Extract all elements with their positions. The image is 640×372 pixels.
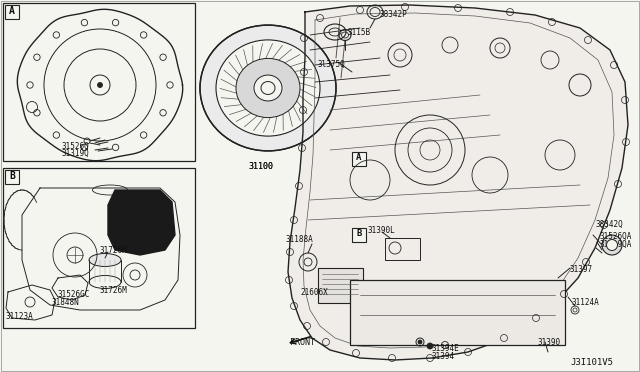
- Text: 31526Q: 31526Q: [62, 142, 90, 151]
- Bar: [318, 268, 363, 303]
- Text: 31390L: 31390L: [368, 226, 396, 235]
- Text: A: A: [356, 153, 362, 162]
- Text: 31726M: 31726M: [100, 286, 128, 295]
- Text: B: B: [356, 229, 362, 238]
- Bar: [385, 238, 420, 260]
- Bar: [5, 170, 19, 184]
- Text: 31394: 31394: [432, 352, 455, 361]
- Text: 31848N: 31848N: [52, 298, 80, 307]
- Bar: [352, 228, 366, 242]
- Text: 3l375Q: 3l375Q: [318, 60, 346, 69]
- Text: 31726M: 31726M: [100, 246, 128, 255]
- Text: 31390: 31390: [538, 338, 561, 347]
- Bar: [3, 168, 195, 328]
- Ellipse shape: [89, 253, 121, 266]
- Ellipse shape: [200, 25, 336, 151]
- Circle shape: [418, 340, 422, 344]
- Text: 31124A: 31124A: [572, 298, 600, 307]
- Text: B: B: [9, 171, 15, 181]
- Text: 38342Q: 38342Q: [596, 220, 624, 229]
- Bar: [350, 280, 565, 345]
- Text: 31397: 31397: [570, 265, 593, 274]
- Ellipse shape: [607, 240, 618, 250]
- Polygon shape: [108, 190, 175, 255]
- Ellipse shape: [216, 40, 320, 136]
- Text: 31526QA: 31526QA: [599, 232, 632, 241]
- Text: 31100: 31100: [248, 162, 273, 171]
- Text: 31123A: 31123A: [5, 312, 33, 321]
- Text: A: A: [9, 6, 15, 16]
- Ellipse shape: [254, 75, 282, 101]
- Text: 31188A: 31188A: [286, 235, 314, 244]
- Ellipse shape: [236, 58, 300, 118]
- Bar: [3, 3, 195, 161]
- Text: 31100: 31100: [248, 162, 273, 171]
- Bar: [5, 5, 19, 19]
- Text: 38342P: 38342P: [380, 10, 408, 19]
- Circle shape: [427, 343, 433, 349]
- Text: FRONT: FRONT: [290, 338, 315, 347]
- Text: 31526GC: 31526GC: [58, 290, 90, 299]
- Text: J3I101V5: J3I101V5: [570, 358, 613, 367]
- Text: 21606X: 21606X: [300, 288, 328, 297]
- Circle shape: [97, 83, 102, 87]
- Text: 31394E: 31394E: [432, 344, 460, 353]
- Text: 31319Q: 31319Q: [62, 149, 90, 158]
- Bar: [352, 152, 366, 166]
- Text: 31319QA: 31319QA: [599, 240, 632, 249]
- Text: 3115B: 3115B: [348, 28, 371, 37]
- Polygon shape: [288, 5, 628, 360]
- Ellipse shape: [602, 235, 622, 255]
